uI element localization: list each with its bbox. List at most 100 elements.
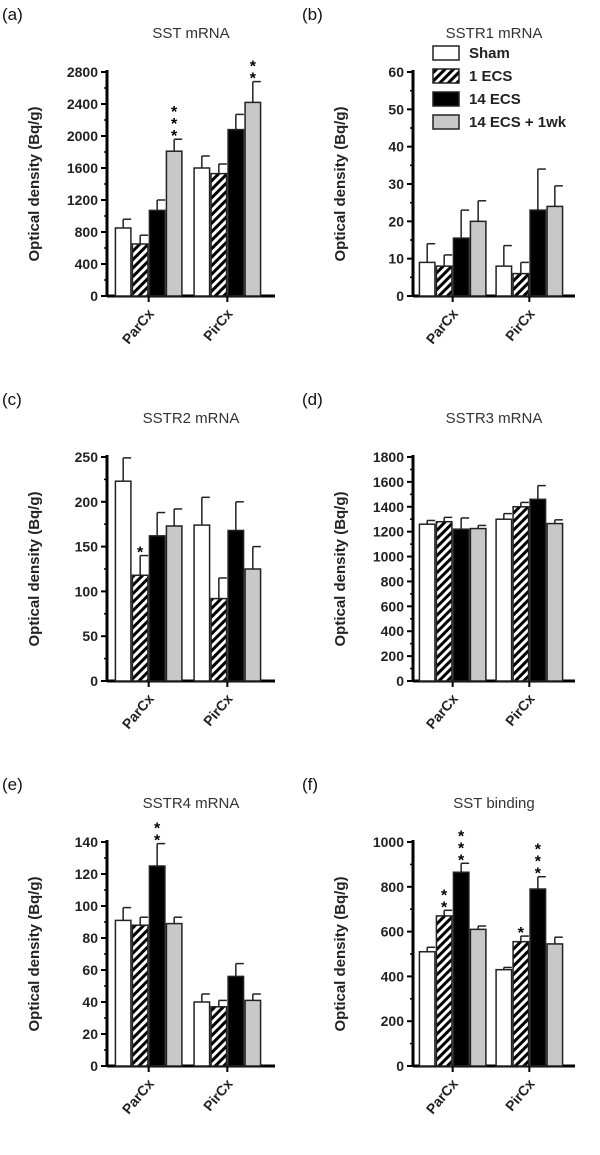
significance-star: * — [137, 545, 144, 562]
bar — [131, 924, 149, 1067]
chart-4: (e) SSTR4 mRNA Optical density (Bq/g) 0 20 40… — [2, 775, 275, 1117]
significance-star: * — [154, 833, 161, 850]
panel-f: (f) SST binding Optical density (Bq/g) 0 200… — [300, 770, 600, 1155]
bar — [529, 209, 547, 297]
y-tick-label: 600 — [381, 598, 405, 614]
panel-label: (a) — [2, 5, 23, 24]
chart-title: SSTR2 mRNA — [143, 410, 240, 427]
y-axis-label: Optical density (Bq/g) — [26, 876, 43, 1031]
x-tick-label: ParCx — [423, 690, 461, 731]
panel-e: (e) SSTR4 mRNA Optical density (Bq/g) 0 20 40… — [0, 770, 300, 1155]
y-tick-label: 0 — [90, 288, 98, 304]
y-tick-label: 50 — [82, 628, 98, 644]
x-tick-label: PirCx — [502, 690, 538, 728]
x-tick-label: ParCx — [119, 305, 157, 346]
y-tick-label: 0 — [396, 288, 404, 304]
bar — [469, 527, 487, 682]
significance-star: * — [458, 840, 465, 857]
bar — [435, 915, 453, 1067]
bar — [148, 209, 166, 297]
significance-star: * — [535, 866, 542, 883]
y-axis-label: Optical density (Bq/g) — [332, 491, 349, 646]
y-tick-label: 400 — [381, 623, 405, 639]
legend-swatch — [432, 45, 460, 61]
panel-label: (d) — [302, 390, 323, 409]
y-tick-label: 20 — [82, 1026, 98, 1042]
significance-star: * — [154, 821, 161, 838]
bar — [244, 101, 262, 297]
bar — [546, 205, 564, 297]
y-tick-label: 1200 — [373, 524, 404, 540]
y-axis-label: Optical density (Bq/g) — [332, 876, 349, 1031]
significance-star: * — [250, 59, 257, 76]
x-tick-label: PirCx — [502, 305, 538, 343]
bar — [495, 265, 513, 297]
x-tick-label: PirCx — [200, 1075, 236, 1113]
bar — [165, 922, 183, 1067]
bar — [512, 506, 530, 682]
significance-star: * — [535, 842, 542, 859]
y-tick-label: 200 — [381, 1013, 405, 1029]
y-tick-label: 140 — [75, 834, 99, 850]
bar — [148, 865, 166, 1067]
y-tick-label: 800 — [381, 879, 405, 895]
chart-title: SST mRNA — [152, 25, 229, 42]
significance-star: * — [441, 899, 448, 916]
bar — [469, 220, 487, 297]
chart-5: (f) SST binding Optical density (Bq/g) 0 200… — [302, 775, 575, 1117]
bar — [210, 597, 228, 682]
x-tick-label: ParCx — [423, 1075, 461, 1116]
y-tick-label: 1600 — [373, 474, 404, 490]
y-tick-label: 800 — [75, 224, 99, 240]
bar — [165, 150, 183, 297]
bar — [418, 951, 436, 1067]
bar — [418, 523, 436, 682]
significance-star: * — [458, 852, 465, 869]
y-tick-label: 2400 — [67, 96, 98, 112]
x-tick-label: ParCx — [423, 305, 461, 346]
bar — [131, 243, 149, 297]
y-tick-label: 600 — [381, 924, 405, 940]
bar — [435, 520, 453, 682]
significance-star: * — [535, 854, 542, 871]
y-tick-label: 400 — [381, 968, 405, 984]
y-axis-label: Optical density (Bq/g) — [332, 106, 349, 261]
bar — [193, 524, 211, 682]
y-tick-label: 200 — [381, 648, 405, 664]
significance-star: * — [171, 116, 178, 133]
legend-swatch — [432, 91, 460, 107]
bar — [193, 1001, 211, 1067]
chart-2: (c) SSTR2 mRNA Optical density (Bq/g) 0 50 10… — [2, 390, 275, 732]
bar — [546, 522, 564, 682]
legend-item: Sham — [469, 45, 510, 62]
y-tick-label: 400 — [75, 256, 99, 272]
bar — [227, 128, 245, 297]
bar — [227, 975, 245, 1067]
bar — [529, 888, 547, 1067]
bar — [452, 871, 470, 1067]
bar — [469, 928, 487, 1067]
panel-c: (c) SSTR2 mRNA Optical density (Bq/g) 0 50 10… — [0, 385, 300, 770]
significance-star: * — [441, 887, 448, 904]
x-tick-label: PirCx — [200, 690, 236, 728]
y-tick-label: 80 — [82, 930, 98, 946]
chart-title: SSTR4 mRNA — [143, 795, 240, 812]
bar — [244, 568, 262, 682]
bar — [495, 518, 513, 682]
x-tick-label: ParCx — [119, 690, 157, 731]
panel-label: (e) — [2, 775, 23, 794]
y-tick-label: 40 — [82, 994, 98, 1010]
chart-1: (b) SSTR1 mRNA Optical density (Bq/g) 0 10 20… — [302, 5, 575, 347]
y-tick-label: 250 — [75, 449, 99, 465]
y-tick-label: 0 — [90, 673, 98, 689]
chart-3: (d) SSTR3 mRNA Optical density (Bq/g) 0 200 4… — [302, 390, 575, 732]
x-tick-label: PirCx — [200, 305, 236, 343]
y-tick-label: 60 — [388, 64, 404, 80]
y-tick-label: 100 — [75, 898, 99, 914]
legend-item: 14 ECS — [469, 91, 521, 108]
y-tick-label: 20 — [388, 213, 404, 229]
panel-a: (a) SST mRNA Optical density (Bq/g) 0 400 800… — [0, 0, 300, 385]
y-tick-label: 1000 — [373, 549, 404, 565]
chart-title: SSTR1 mRNA — [446, 25, 543, 42]
y-tick-label: 40 — [388, 139, 404, 155]
